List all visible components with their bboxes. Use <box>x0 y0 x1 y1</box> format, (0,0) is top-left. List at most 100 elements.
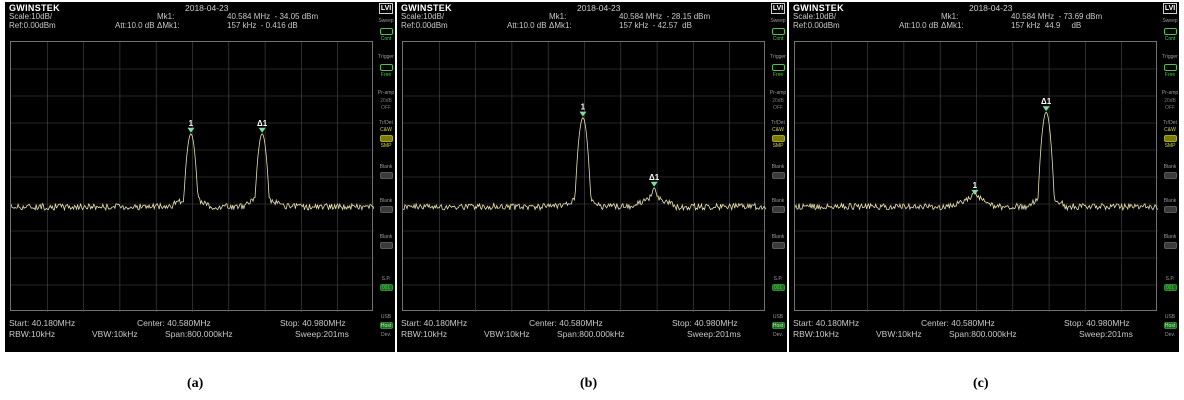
spectrum-trace <box>11 133 374 212</box>
trigger-free-button[interactable] <box>380 64 393 71</box>
blank-button-2[interactable] <box>772 206 785 213</box>
status-footer: Start: 40.180MHz Center: 40.580MHz Stop:… <box>5 314 377 352</box>
rbw-readout: RBW:10kHz <box>9 329 56 339</box>
marker1-icon <box>187 127 195 133</box>
trdet-button[interactable] <box>1164 135 1177 142</box>
spectrum-display[interactable]: 1 Δ1 <box>794 41 1158 312</box>
softkey-sweep-label: Sweep <box>378 18 394 24</box>
status-footer: Start: 40.180MHz Center: 40.580MHz Stop:… <box>397 314 769 352</box>
spectrum-graticule: 1 Δ1 <box>795 42 1158 312</box>
delta-marker-icon <box>650 181 658 187</box>
spectrum-trace <box>403 117 766 212</box>
trigger-free-button[interactable] <box>1164 64 1177 71</box>
brand-logo: GWINSTEK <box>9 3 60 13</box>
sweep-cont-button[interactable] <box>772 28 785 35</box>
spectrum-display[interactable]: 1 Δ1 <box>10 41 374 312</box>
delta-marker-icon <box>258 127 266 133</box>
blank-button-3[interactable] <box>380 242 393 249</box>
trigger-free-value: Free <box>1164 72 1176 78</box>
ref-level-readout: Ref:0.00dBm <box>9 21 56 30</box>
blank-button-2[interactable] <box>380 206 393 213</box>
scale-readout: Scale:10dB/ <box>401 12 445 21</box>
sweep-cont-value: Cont <box>1164 36 1176 42</box>
usb-host-button[interactable] <box>772 322 785 329</box>
sweep-cont-value: Cont <box>772 36 784 42</box>
analyzer-panel-c: GWINSTEK 2018-04-23 Scale:10dB/ Ref:0.00… <box>789 2 1179 352</box>
sp-label: S.P. <box>1165 276 1175 282</box>
sp-value: 001 <box>381 285 391 291</box>
stop-freq-readout: Stop: 40.980MHz <box>280 318 346 328</box>
softkey-trdet-label: Tr/Det <box>1163 120 1177 126</box>
softkey-preamp-label: Pr-amp <box>1161 90 1179 96</box>
usb-host-value: Host <box>380 323 392 329</box>
rbw-readout: RBW:10kHz <box>793 329 840 339</box>
softkey-trigger-label: Trigger <box>770 54 786 60</box>
status-footer: Start: 40.180MHz Center: 40.580MHz Stop:… <box>789 314 1161 352</box>
softkey-sidebar: LVI Sweep Cont Trigger Free Pr-amp 20dB … <box>1161 3 1179 352</box>
sp-value: 001 <box>1165 285 1175 291</box>
instrument-logo-icon: LVI <box>1163 3 1177 14</box>
trdet-button[interactable] <box>380 135 393 142</box>
delta-marker-value: 157 kHz - 42.57 dB <box>619 21 692 30</box>
sweep-cont-button[interactable] <box>1164 28 1177 35</box>
softkey-trdet-label: Tr/Det <box>771 120 785 126</box>
usb-host-value: Host <box>1164 323 1176 329</box>
delta-marker-label: ΔMk1: <box>941 21 964 30</box>
scale-readout: Scale:10dB/ <box>9 12 53 21</box>
blank-button-1[interactable] <box>1164 172 1177 179</box>
instrument-logo-icon: LVI <box>771 3 785 14</box>
trdet-smp-value: SMP <box>1164 143 1176 149</box>
status-header: GWINSTEK 2018-04-23 Scale:10dB/ Ref:0.00… <box>397 2 769 39</box>
vbw-readout: VBW:10kHz <box>92 329 138 339</box>
start-freq-readout: Start: 40.180MHz <box>9 318 76 328</box>
usb-label: USB <box>1164 314 1176 320</box>
usb-host-button[interactable] <box>380 322 393 329</box>
usb-dev-label: Dev. <box>773 332 783 338</box>
trdet-button[interactable] <box>772 135 785 142</box>
sp-button[interactable] <box>772 284 785 291</box>
usb-host-button[interactable] <box>1164 322 1177 329</box>
blank-label-1: Blank <box>771 164 785 170</box>
marker1-label: Mk1: <box>941 12 959 21</box>
analyzer-panel-a: GWINSTEK 2018-04-23 Scale:10dB/ Ref:0.00… <box>5 2 395 352</box>
blank-button-2[interactable] <box>1164 206 1177 213</box>
sweep-time-readout: Sweep:201ms <box>295 329 349 339</box>
usb-host-value: Host <box>772 323 784 329</box>
center-freq-readout: Center: 40.580MHz <box>921 318 995 328</box>
preamp-db-value: 20dB <box>772 98 784 104</box>
marker1-value: 40.584 MHz - 28.15 dBm <box>619 12 711 21</box>
delta-marker-value: 157 kHz - 0.416 dB <box>227 21 298 30</box>
blank-button-1[interactable] <box>772 172 785 179</box>
sp-label: S.P. <box>381 276 391 282</box>
sp-button[interactable] <box>380 284 393 291</box>
blank-button-1[interactable] <box>380 172 393 179</box>
sp-button[interactable] <box>1164 284 1177 291</box>
trigger-free-button[interactable] <box>772 64 785 71</box>
delta-marker-tag: Δ1 <box>257 119 268 128</box>
blank-label-1: Blank <box>379 164 393 170</box>
blank-button-3[interactable] <box>1164 242 1177 249</box>
rbw-readout: RBW:10kHz <box>401 329 448 339</box>
stop-freq-readout: Stop: 40.980MHz <box>672 318 738 328</box>
trigger-free-value: Free <box>772 72 784 78</box>
trigger-free-value: Free <box>380 72 392 78</box>
spectrum-display[interactable]: 1 Δ1 <box>402 41 766 312</box>
blank-button-3[interactable] <box>772 242 785 249</box>
date-readout: 2018-04-23 <box>185 3 229 13</box>
delta-marker-label: ΔMk1: <box>549 21 572 30</box>
sweep-cont-button[interactable] <box>380 28 393 35</box>
sweep-time-readout: Sweep:201ms <box>1079 329 1133 339</box>
preamp-db-value: 20dB <box>380 98 392 104</box>
attenuation-readout: Att:10.0 dB <box>115 21 155 30</box>
spectrum-graticule: 1 Δ1 <box>11 42 374 312</box>
softkey-preamp-label: Pr-amp <box>377 90 395 96</box>
brand-logo: GWINSTEK <box>793 3 844 13</box>
softkey-sidebar: LVI Sweep Cont Trigger Free Pr-amp 20dB … <box>769 3 787 352</box>
span-readout: Span:800.000kHz <box>949 329 1017 339</box>
marker1-label: Mk1: <box>549 12 567 21</box>
usb-dev-label: Dev. <box>381 332 391 338</box>
ref-level-readout: Ref:0.00dBm <box>793 21 840 30</box>
status-header: GWINSTEK 2018-04-23 Scale:10dB/ Ref:0.00… <box>5 2 377 39</box>
marker1-value: 40.584 MHz - 34.05 dBm <box>227 12 319 21</box>
softkey-sweep-label: Sweep <box>1162 18 1178 24</box>
